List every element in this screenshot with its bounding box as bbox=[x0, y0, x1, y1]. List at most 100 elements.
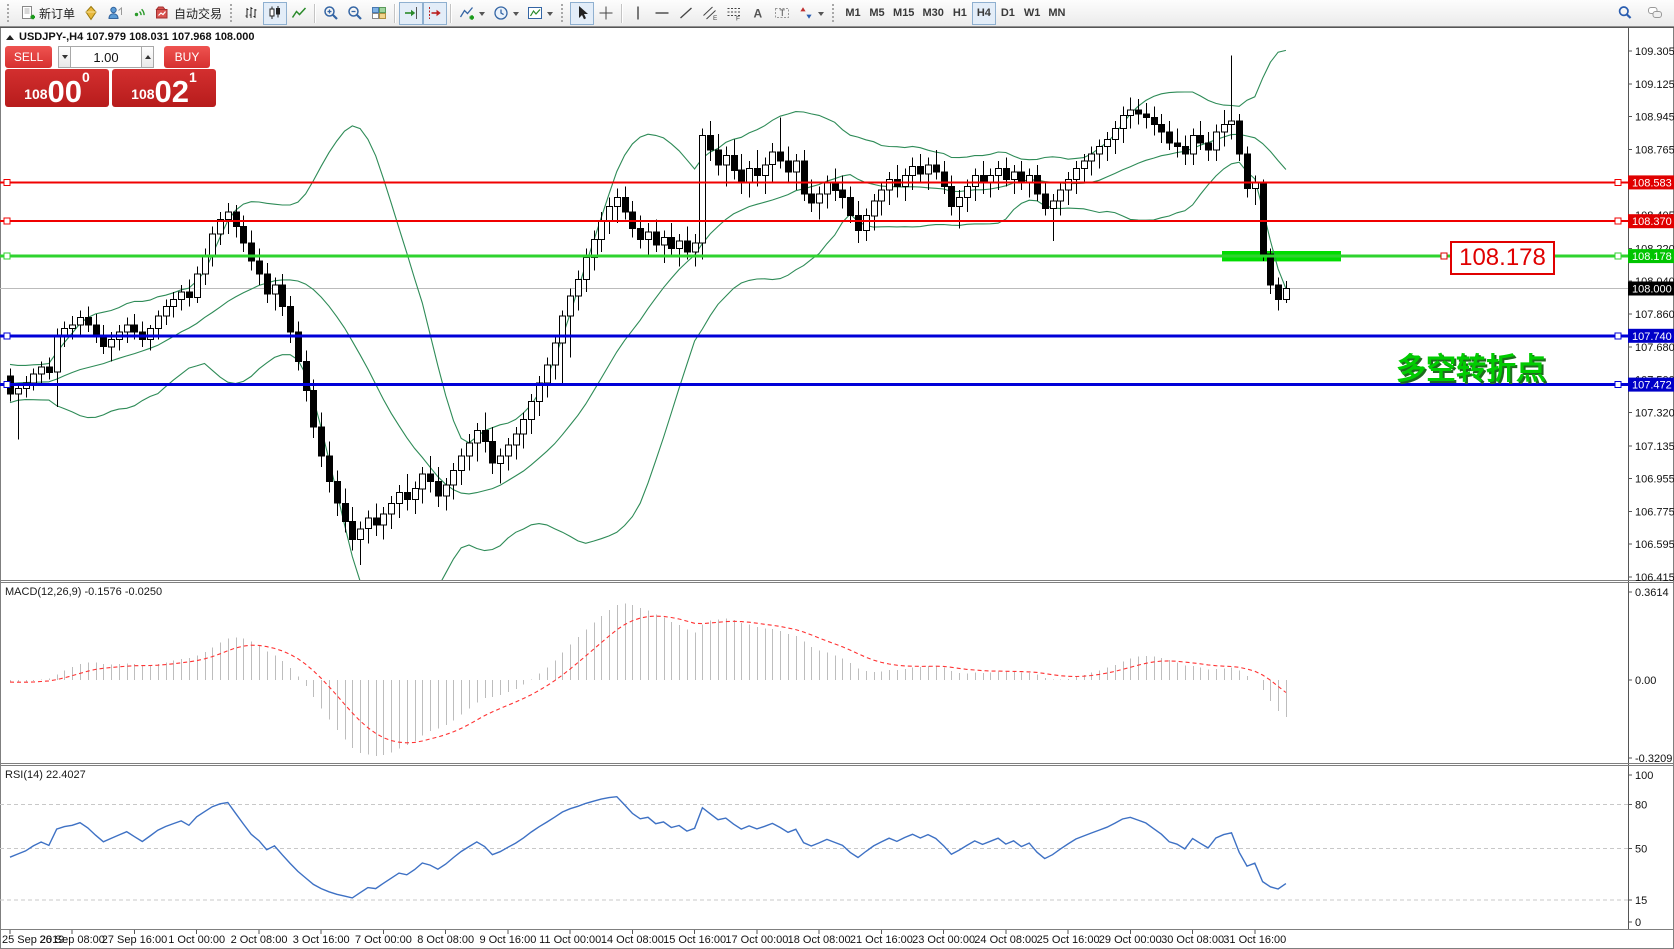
svg-text:14 Oct 08:00: 14 Oct 08:00 bbox=[601, 934, 664, 946]
hline-108.583[interactable] bbox=[0, 178, 1628, 186]
crosshair-button[interactable] bbox=[594, 2, 618, 25]
autotrade-button[interactable]: 自动交易 bbox=[151, 2, 226, 25]
line-chart-button[interactable] bbox=[287, 2, 311, 25]
tf-mn-button[interactable]: MN bbox=[1044, 2, 1069, 25]
buy-button[interactable]: BUY bbox=[164, 46, 210, 68]
svg-text:21 Oct 16:00: 21 Oct 16:00 bbox=[850, 934, 913, 946]
search-button[interactable] bbox=[1613, 2, 1637, 25]
tf-h1-button[interactable]: H1 bbox=[948, 2, 972, 25]
chat-button[interactable] bbox=[1643, 2, 1667, 25]
autotrade-icon bbox=[155, 5, 171, 21]
svg-text:100: 100 bbox=[1635, 770, 1653, 782]
chevron-down-icon bbox=[513, 11, 520, 19]
buy-price-point: 1 bbox=[189, 69, 197, 85]
tf-h1-button-label: H1 bbox=[952, 7, 967, 19]
chevron-down-icon bbox=[818, 11, 825, 19]
channel-button[interactable]: E bbox=[698, 2, 722, 25]
buy-price[interactable]: 108 02 1 bbox=[112, 69, 216, 107]
toolbar-separator bbox=[621, 3, 624, 23]
signals-button[interactable] bbox=[127, 2, 151, 25]
indicators-button[interactable] bbox=[455, 2, 489, 25]
rsi-level-lines bbox=[0, 803, 1628, 901]
cursor-button[interactable] bbox=[570, 1, 595, 25]
sell-price-point: 0 bbox=[82, 69, 90, 85]
tf-m1-button[interactable]: M1 bbox=[841, 2, 865, 25]
zoom-out-icon bbox=[347, 5, 363, 21]
svg-text:106.775: 106.775 bbox=[1635, 507, 1674, 519]
vline-button[interactable] bbox=[626, 2, 650, 25]
svg-text:0: 0 bbox=[1635, 917, 1641, 929]
tf-h4-button[interactable]: H4 bbox=[971, 1, 996, 25]
tf-w1-button[interactable]: W1 bbox=[1020, 2, 1045, 25]
toolbar-right-group bbox=[1613, 2, 1671, 25]
hline-107.740[interactable] bbox=[0, 332, 1628, 340]
tf-m30-button[interactable]: M30 bbox=[918, 2, 947, 25]
svg-text:107.320: 107.320 bbox=[1635, 407, 1674, 419]
zoom-out-button[interactable] bbox=[343, 2, 367, 25]
text-button[interactable]: A bbox=[746, 2, 770, 25]
tf-h4-button-label: H4 bbox=[976, 7, 991, 19]
price-callout-box[interactable]: 108.178 bbox=[1450, 241, 1555, 275]
sell-button[interactable]: SELL bbox=[5, 46, 52, 68]
hline-button[interactable] bbox=[650, 2, 674, 25]
channel-icon: E bbox=[702, 5, 718, 22]
triangle-up-icon bbox=[144, 52, 151, 59]
tf-m5-button[interactable]: M5 bbox=[865, 2, 889, 25]
periods-button[interactable] bbox=[489, 2, 523, 25]
candlestick-chart-button[interactable] bbox=[263, 1, 288, 25]
triangle-down-icon bbox=[61, 55, 68, 62]
auto-scroll-button[interactable] bbox=[399, 1, 424, 25]
bars-icon bbox=[243, 5, 259, 21]
svg-text:108.765: 108.765 bbox=[1635, 144, 1674, 156]
volume-increase-button[interactable] bbox=[141, 46, 154, 68]
label-button[interactable]: T bbox=[770, 2, 794, 25]
svg-text:2 Oct 08:00: 2 Oct 08:00 bbox=[231, 934, 288, 946]
volume-decrease-button[interactable] bbox=[58, 46, 71, 68]
toolbar-separator bbox=[394, 3, 397, 23]
macd-signal-line bbox=[9, 615, 1287, 744]
sell-price[interactable]: 108 00 0 bbox=[5, 69, 109, 107]
tiles-icon bbox=[371, 5, 387, 21]
hline-108.370[interactable] bbox=[0, 217, 1628, 225]
rsi-line bbox=[9, 795, 1287, 899]
pivot-note-text[interactable]: 多空转折点 bbox=[1396, 353, 1546, 386]
svg-text:8 Oct 08:00: 8 Oct 08:00 bbox=[417, 934, 474, 946]
templates-button[interactable] bbox=[523, 2, 557, 25]
profile-button[interactable] bbox=[103, 2, 127, 25]
tf-d1-button[interactable]: D1 bbox=[996, 2, 1020, 25]
svg-text:15 Oct 16:00: 15 Oct 16:00 bbox=[663, 934, 726, 946]
svg-text:0.3614: 0.3614 bbox=[1635, 587, 1669, 599]
chart-title-text: USDJPY-,H4 107.979 108.031 107.968 108.0… bbox=[19, 31, 255, 43]
new-order-button[interactable]: 新订单 bbox=[16, 2, 79, 25]
bar-chart-button[interactable] bbox=[239, 2, 263, 25]
zoom-in-button[interactable] bbox=[319, 2, 343, 25]
sell-price-base: 108 bbox=[24, 86, 48, 102]
hline-108.178[interactable] bbox=[0, 252, 1628, 260]
volume-control bbox=[58, 46, 154, 68]
tf-m15-button[interactable]: M15 bbox=[889, 2, 918, 25]
svg-text:18 Oct 08:00: 18 Oct 08:00 bbox=[788, 934, 851, 946]
candles-icon bbox=[267, 5, 283, 21]
chevron-down-icon bbox=[547, 11, 554, 19]
sell-price-pips: 00 bbox=[47, 73, 83, 109]
tf-d1-button-label: D1 bbox=[1000, 7, 1015, 19]
macd-histogram bbox=[10, 603, 1287, 756]
buy-price-pips: 02 bbox=[154, 73, 190, 109]
svg-text:24 Oct 08:00: 24 Oct 08:00 bbox=[974, 934, 1037, 946]
tile-windows-button[interactable] bbox=[367, 2, 391, 25]
fibonacci-button[interactable]: F bbox=[722, 2, 746, 25]
mql5-button[interactable] bbox=[79, 2, 103, 25]
volume-input[interactable] bbox=[71, 46, 141, 68]
tf-mn-button-label: MN bbox=[1048, 7, 1066, 19]
chart-title: USDJPY-,H4 107.979 108.031 107.968 108.0… bbox=[6, 31, 254, 43]
signal-icon bbox=[131, 5, 147, 21]
svg-text:A: A bbox=[754, 7, 763, 21]
chart-shift-button[interactable] bbox=[423, 1, 448, 25]
toolbar-grip bbox=[561, 4, 566, 22]
arrows-button[interactable] bbox=[794, 2, 828, 25]
hline-107.472[interactable] bbox=[0, 381, 1628, 389]
trendline-button[interactable] bbox=[674, 2, 698, 25]
svg-text:107.680: 107.680 bbox=[1635, 342, 1674, 354]
collapse-icon[interactable] bbox=[6, 31, 14, 40]
svg-text:80: 80 bbox=[1635, 799, 1647, 811]
